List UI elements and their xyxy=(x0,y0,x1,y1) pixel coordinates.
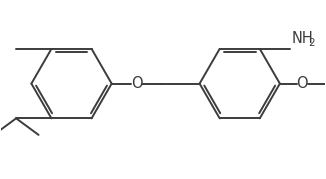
Text: O: O xyxy=(131,76,142,91)
Text: NH: NH xyxy=(292,32,313,47)
Text: 2: 2 xyxy=(308,38,315,48)
Text: O: O xyxy=(296,76,308,91)
